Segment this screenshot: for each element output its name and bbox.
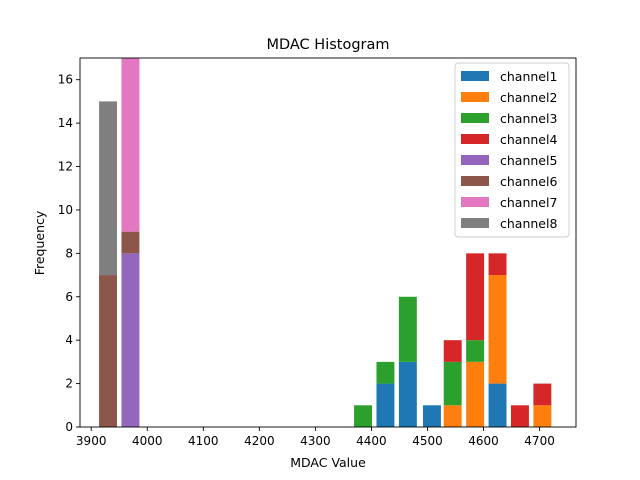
- bar-channel3-4585: [466, 340, 485, 362]
- bar-channel6-3970: [121, 231, 140, 254]
- legend-label-channel3: channel3: [500, 111, 557, 126]
- bar-channel6-3930: [99, 275, 117, 427]
- y-tick-label-2: 2: [65, 377, 73, 391]
- bar-channel4-4665: [510, 405, 529, 427]
- legend-swatch-channel2: [461, 92, 489, 102]
- bar-channel5-3970: [121, 253, 140, 427]
- legend-swatch-channel7: [461, 197, 489, 207]
- bar-channel1-4465: [398, 361, 417, 427]
- legend-swatch-channel1: [461, 71, 489, 81]
- y-tick-label-8: 8: [65, 246, 73, 260]
- legend-label-channel6: channel6: [500, 174, 557, 189]
- bar-channel2-4705: [533, 405, 552, 427]
- bar-channel1-4425: [376, 383, 395, 427]
- x-tick-label-3900: 3900: [76, 434, 107, 448]
- legend-label-channel5: channel5: [500, 153, 557, 168]
- bar-channel8-3930: [99, 101, 117, 276]
- y-tick-label-14: 14: [58, 116, 73, 130]
- legend-swatch-channel6: [461, 176, 489, 186]
- y-tick-label-0: 0: [65, 420, 73, 434]
- bar-channel7-3970: [121, 58, 140, 232]
- y-axis-label: Frequency: [32, 210, 47, 275]
- bar-channel2-4625: [488, 275, 507, 384]
- bar-channel4-4625: [488, 253, 507, 276]
- legend-label-channel4: channel4: [500, 132, 557, 147]
- y-tick-label-16: 16: [58, 73, 73, 87]
- y-tick-label-6: 6: [65, 290, 73, 304]
- bar-channel4-4585: [466, 253, 485, 341]
- y-tick-label-4: 4: [65, 333, 73, 347]
- x-tick-label-4600: 4600: [468, 434, 499, 448]
- x-tick-label-4000: 4000: [132, 434, 163, 448]
- bar-channel2-4545: [443, 405, 462, 427]
- bar-channel3-4385: [354, 405, 372, 427]
- legend-box: [454, 62, 570, 238]
- bar-channel2-4585: [466, 361, 485, 427]
- x-tick-label-4100: 4100: [188, 434, 219, 448]
- legend-label-channel1: channel1: [500, 69, 557, 84]
- x-axis-label: MDAC Value: [290, 455, 366, 470]
- bars-layer: [99, 58, 552, 427]
- x-tick-label-4300: 4300: [300, 434, 331, 448]
- x-tick-label-4400: 4400: [356, 434, 387, 448]
- legend-label-channel7: channel7: [500, 195, 557, 210]
- bar-channel3-4545: [443, 361, 462, 406]
- x-tick-label-4700: 4700: [524, 434, 555, 448]
- x-tick-label-4200: 4200: [244, 434, 275, 448]
- legend-swatch-channel8: [461, 218, 489, 228]
- y-tick-label-12: 12: [58, 160, 73, 174]
- axes-frame: [79, 57, 577, 428]
- legend-label-channel8: channel8: [500, 216, 557, 231]
- chart-title: MDAC Histogram: [266, 37, 389, 53]
- bar-channel1-4625: [488, 383, 507, 427]
- legend-swatch-channel3: [461, 113, 489, 123]
- bar-channel3-4425: [376, 361, 395, 384]
- legend-swatch-channel4: [461, 134, 489, 144]
- legend-label-channel2: channel2: [500, 90, 557, 105]
- bar-channel4-4705: [533, 383, 552, 406]
- bar-channel1-4508: [422, 405, 441, 427]
- x-tick-label-4500: 4500: [412, 434, 443, 448]
- legend: channel1 channel2 channel3 channel4 channel5…: [454, 62, 570, 238]
- legend-swatch-channel5: [461, 155, 489, 165]
- axes-layer: 3900 4000 4100 4200 4300 4400 4500 4600 4700 0 2 4 6…: [58, 57, 577, 448]
- bar-channel4-4545: [443, 340, 462, 362]
- y-tick-label-10: 10: [58, 203, 73, 217]
- bar-channel3-4465: [398, 296, 417, 362]
